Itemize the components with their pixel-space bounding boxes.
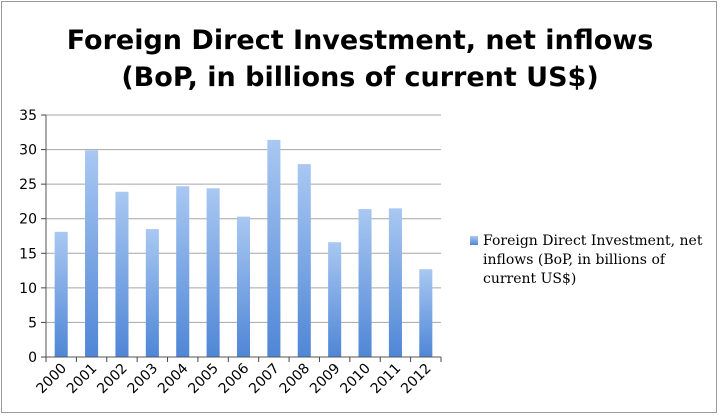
x-tick-label: 2007 [246,361,283,398]
x-tick-label: 2011 [368,361,405,398]
bar-2012 [419,269,433,357]
bar-2000 [54,231,68,357]
bar-2001 [85,150,99,357]
y-tick-label: 25 [19,177,37,193]
x-tick-label: 2006 [216,360,253,397]
y-tick-label: 20 [19,212,37,228]
x-tick-label: 2009 [307,361,344,398]
bar-2007 [267,139,281,357]
y-tick-labels: 0 5 10 15 20 25 30 35 [19,108,37,366]
bar-2008 [297,164,311,357]
x-tick-label: 2003 [125,361,162,398]
bar-2004 [176,186,190,357]
x-tick-label: 2010 [337,361,374,398]
x-tick-label: 2005 [185,361,222,398]
chart-title-line-2: (BoP, in billions of current US$) [121,62,599,93]
x-tick-label: 2000 [34,361,71,398]
axes [41,114,442,362]
chart-title: Foreign Direct Investment, net inflows (… [2,22,718,96]
y-tick-label: 5 [28,315,37,331]
y-tick-label: 10 [19,281,37,297]
x-tick-label: 2008 [277,361,314,398]
x-tick-label: 2002 [94,361,131,398]
bars [54,139,433,357]
legend-label: Foreign Direct Investment, net inflows (… [483,233,703,287]
bar-2006 [236,216,251,357]
y-tick-label: 15 [19,246,37,262]
x-tick-label: 2004 [155,360,192,397]
bar-2009 [328,242,342,357]
x-tick-label: 2001 [64,361,101,398]
x-tick-labels: 2000200120022003200420052006200720082009… [34,360,435,397]
bar-2002 [115,191,129,357]
chart-title-line-1: Foreign Direct Investment, net inflows [66,25,654,56]
bar-2003 [145,229,159,357]
y-tick-label: 30 [19,143,37,159]
y-tick-label: 35 [19,108,37,124]
legend-swatch [470,236,478,245]
bar-2005 [206,188,220,357]
x-tick-label: 2012 [398,361,435,398]
bar-2010 [358,209,372,357]
legend: Foreign Direct Investment, net inflows (… [470,232,710,289]
bar-2011 [388,208,402,357]
y-tick-label: 0 [28,350,37,366]
